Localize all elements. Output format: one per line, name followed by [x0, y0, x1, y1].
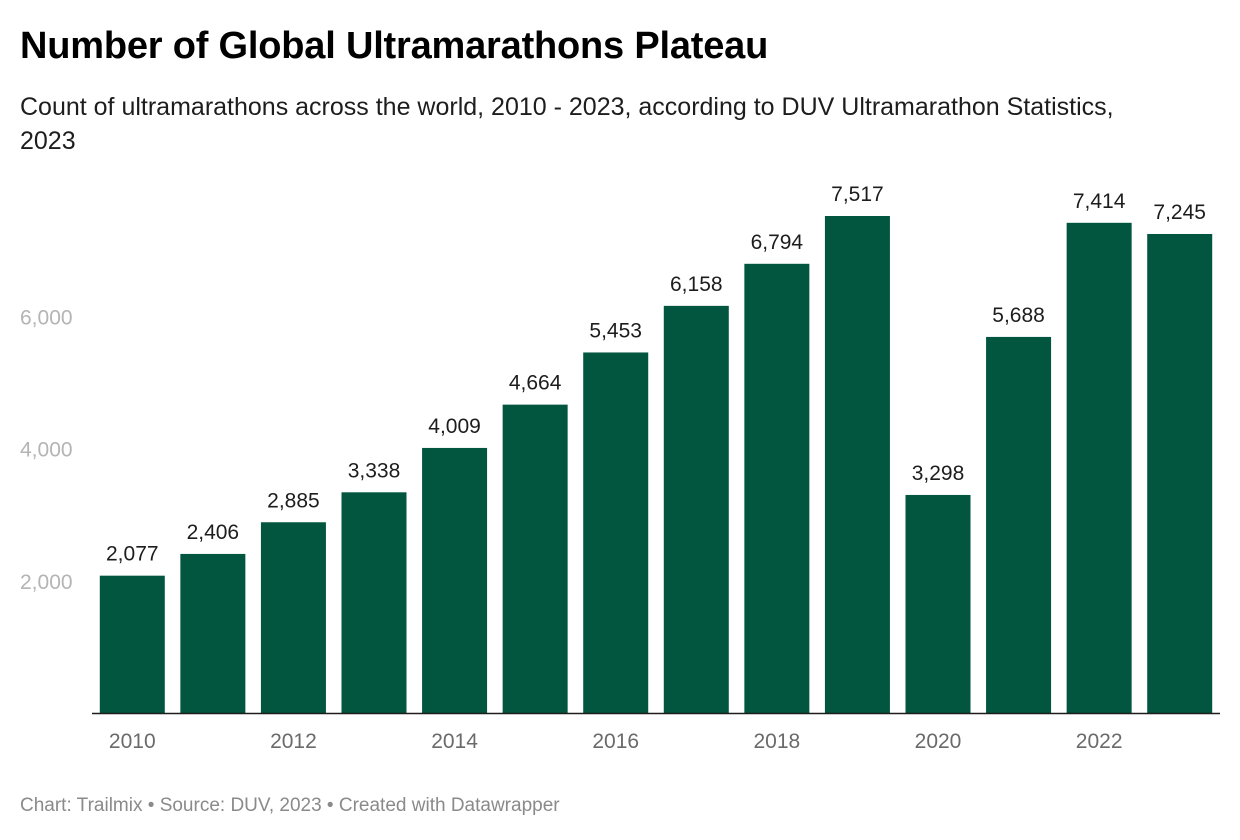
bar-2012: [260, 522, 326, 713]
x-axis-labels: 2010 2012 2014 2016 2018 2020 2022: [109, 730, 1123, 753]
bar-2021: [986, 336, 1052, 713]
x-tick-label-2020: 2020: [915, 730, 962, 753]
bar-2022: [1066, 222, 1132, 713]
x-tick-label-2012: 2012: [270, 730, 317, 753]
bar-2010: [99, 575, 165, 713]
value-label-2016: 5,453: [589, 319, 642, 342]
footer-separator-2: •: [321, 795, 339, 816]
value-label-2023: 7,245: [1153, 201, 1206, 224]
value-label-2015: 4,664: [509, 372, 562, 395]
bar-2019: [824, 216, 890, 713]
bars-group: [99, 216, 1213, 713]
chart-footer: Chart: Trailmix • Source: DUV, 2023 • Cr…: [20, 793, 560, 819]
x-tick-label-2016: 2016: [592, 730, 639, 753]
bar-2016: [583, 352, 649, 713]
value-label-2022: 7,414: [1073, 190, 1126, 213]
value-label-2012: 2,885: [267, 489, 320, 512]
footer-chart-label: Chart: Trailmix: [20, 795, 143, 816]
bar-2014: [422, 447, 488, 713]
y-tick-label-2000: 2,000: [20, 571, 73, 594]
bar-2020: [905, 494, 971, 713]
bar-2011: [180, 553, 246, 713]
bar-2013: [341, 492, 407, 713]
value-label-2019: 7,517: [831, 183, 884, 206]
chart-subtitle: Count of ultramarathons across the world…: [20, 93, 1114, 155]
value-label-2010: 2,077: [106, 543, 159, 566]
bar-2015: [502, 404, 568, 713]
value-label-2014: 4,009: [428, 415, 481, 438]
x-tick-label-2014: 2014: [431, 730, 478, 753]
value-label-2017: 6,158: [670, 273, 723, 296]
value-label-2018: 6,794: [751, 231, 804, 254]
footer-source: Source: DUV, 2023: [159, 795, 322, 816]
chart-title: Number of Global Ultramarathons Plateau: [20, 25, 769, 67]
footer-separator-1: •: [142, 795, 160, 816]
y-axis-labels: 2,000 4,000 6,000: [20, 306, 73, 593]
value-labels-group: 2,077 2,406 2,885 3,338 4,009 4,664 5,453 6,158…: [106, 183, 1206, 566]
value-label-2020: 3,298: [912, 462, 965, 485]
bar-2018: [744, 263, 810, 713]
x-tick-label-2018: 2018: [753, 730, 800, 753]
y-tick-label-6000: 6,000: [20, 306, 73, 329]
value-label-2021: 5,688: [992, 304, 1045, 327]
footer-credit: Created with Datawrapper: [338, 795, 560, 816]
y-tick-label-4000: 4,000: [20, 439, 73, 462]
x-tick-label-2022: 2022: [1076, 730, 1123, 753]
value-label-2011: 2,406: [187, 521, 240, 544]
x-tick-label-2010: 2010: [109, 730, 156, 753]
value-label-2013: 3,338: [348, 459, 401, 482]
bar-2017: [663, 305, 729, 713]
bar-2023: [1147, 233, 1213, 713]
